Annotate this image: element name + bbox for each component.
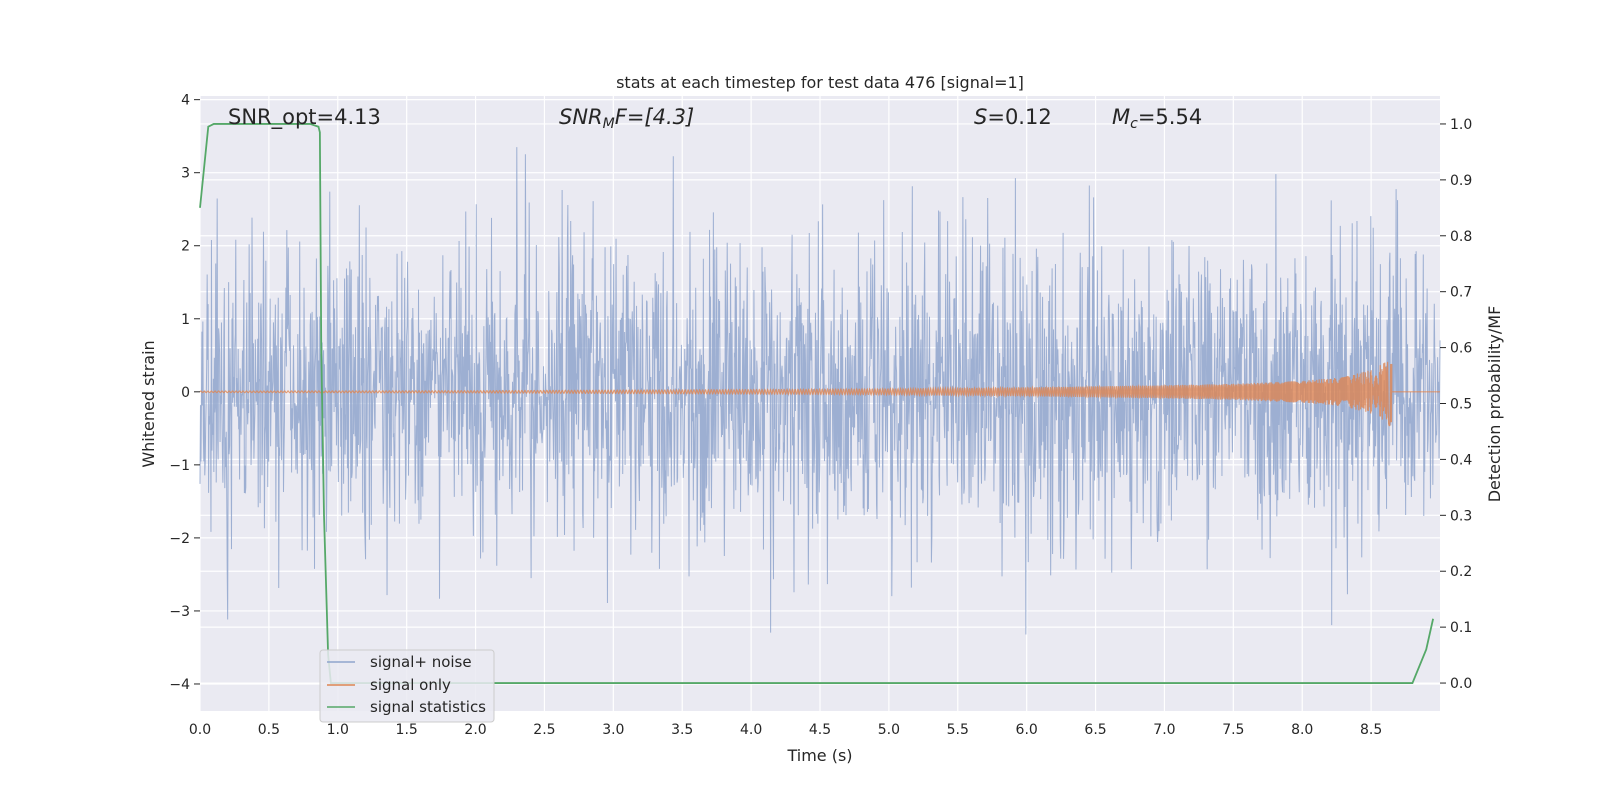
y-tick-label-right: 0.2 xyxy=(1450,564,1472,580)
y-tick-label-left: −2 xyxy=(169,531,190,547)
y-tick-label-right: 0.3 xyxy=(1450,508,1472,524)
annotation-snr-mf-main: SNR xyxy=(559,105,603,129)
y-tick-label-right: 0.7 xyxy=(1450,285,1472,301)
annotation-snr-opt: SNR_opt=4.13 xyxy=(228,105,381,130)
y-tick-label-right: 0.8 xyxy=(1450,229,1472,245)
x-tick-label: 8.5 xyxy=(1360,722,1382,738)
annotation-snr-mf: SNRMF=[4.3] xyxy=(559,105,694,132)
y-tick-label-left: −3 xyxy=(169,604,190,620)
x-tick-label: 3.5 xyxy=(671,722,693,738)
x-axis-label: Time (s) xyxy=(786,746,852,765)
legend-box xyxy=(319,649,495,723)
x-tick-label: 7.0 xyxy=(1153,722,1175,738)
y-tick-label-right: 0.1 xyxy=(1450,620,1472,636)
x-tick-label: 2.0 xyxy=(464,722,486,738)
x-tick-label: 2.5 xyxy=(533,722,555,738)
y-tick-label-left: 1 xyxy=(181,312,190,328)
legend-label-signal-statistics: signal statistics xyxy=(370,698,486,716)
x-tick-label: 5.0 xyxy=(878,722,900,738)
chart-title: stats at each timestep for test data 476… xyxy=(616,73,1024,92)
annotation-s-main: S xyxy=(974,105,987,129)
x-tick-label: 4.0 xyxy=(740,722,762,738)
y-tick-label-right: 1.0 xyxy=(1450,117,1472,133)
annotation-s-rest: =0.12 xyxy=(987,105,1051,129)
y-tick-label-right: 0.9 xyxy=(1450,173,1472,189)
x-tick-label: 6.5 xyxy=(1084,722,1106,738)
x-tick-label: 5.5 xyxy=(947,722,969,738)
y-tick-label-left: 2 xyxy=(181,239,190,255)
series-layer xyxy=(199,123,1441,684)
y-tick-label-right: 0.5 xyxy=(1450,397,1472,413)
y-axis-label-left: Whitened strain xyxy=(139,340,158,467)
annotation-mc-sub: c xyxy=(1130,116,1138,132)
y-tick-label-left: 3 xyxy=(181,166,190,182)
annotation-s: S=0.12 xyxy=(974,105,1052,129)
y-tick-label-left: −1 xyxy=(169,458,190,474)
x-tick-label: 0.0 xyxy=(189,722,211,738)
series-signal-statistics-line xyxy=(199,123,1434,684)
annotation-snr-mf-rest: F=[4.3] xyxy=(615,105,694,129)
annotation-mc-rest: =5.54 xyxy=(1138,105,1202,129)
x-tick-label: 7.5 xyxy=(1222,722,1244,738)
ticks: 0.0 0.5 1.0 1.5 2.0 2.5 3.0 3.5 4.0 4.5 5.0 5.5 6.0 6… xyxy=(169,93,1472,738)
annotation-mc: Mc=5.54 xyxy=(1112,105,1202,132)
x-tick-label: 1.0 xyxy=(327,722,349,738)
legend: signal+ noise signal only signal statist… xyxy=(319,649,495,723)
x-tick-label: 0.5 xyxy=(258,722,280,738)
y-axis-label-right: Detection probability/MF xyxy=(1485,306,1504,503)
x-tick-label: 8.0 xyxy=(1291,722,1313,738)
annotation-mc-main: M xyxy=(1112,105,1130,129)
legend-label-signal-noise: signal+ noise xyxy=(370,653,472,671)
y-tick-label-right: 0.4 xyxy=(1450,452,1472,468)
annotation-snr-mf-sub: M xyxy=(603,116,615,132)
y-tick-label-left: −4 xyxy=(169,677,190,693)
x-tick-label: 3.0 xyxy=(602,722,624,738)
x-tick-label: 1.5 xyxy=(396,722,418,738)
y-tick-label-left: 4 xyxy=(181,93,190,109)
legend-label-signal-only: signal only xyxy=(370,676,451,694)
x-tick-label: 6.0 xyxy=(1016,722,1038,738)
series-signal-only-line xyxy=(199,361,1440,427)
y-tick-label-left: 0 xyxy=(181,385,190,401)
y-tick-label-right: 0.0 xyxy=(1450,676,1472,692)
x-tick-label: 4.5 xyxy=(809,722,831,738)
series-signal-noise-line xyxy=(199,147,1441,635)
y-tick-label-right: 0.6 xyxy=(1450,341,1472,357)
